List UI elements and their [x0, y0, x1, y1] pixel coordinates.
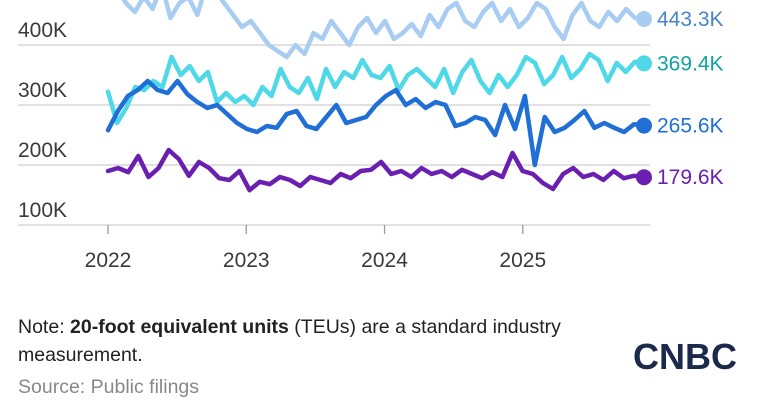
- source-line: Source: Public filings: [18, 376, 200, 398]
- series-blue-end-dot: [636, 117, 652, 134]
- x-axis-ticks: 2022 2023 2024 2025: [85, 225, 546, 272]
- series-cyan-end-label: 369.4K: [657, 52, 724, 75]
- y-tick-label: 400K: [18, 19, 67, 42]
- x-tick-label: 2022: [85, 249, 132, 272]
- series-purple-line: [105, 147, 647, 193]
- cnbc-logo: CNBC: [633, 336, 737, 376]
- series-cyan-end-dot: [636, 55, 652, 72]
- series-purple-end-dot: [636, 169, 652, 186]
- note-prefix: Note:: [18, 316, 71, 338]
- series-light-blue-end-label: 443.3K: [657, 8, 724, 31]
- series-blue-line: [105, 78, 647, 168]
- line-chart: 100K 200K 300K 400K 2022 2023 2024 2025 443.3K…: [18, 0, 724, 272]
- chart-note: Note: 20-foot equivalent units (TEUs) ar…: [18, 313, 618, 369]
- x-tick-label: 2025: [499, 249, 546, 272]
- x-tick-label: 2023: [223, 249, 270, 272]
- series-lines: [105, 0, 647, 193]
- y-tick-label: 300K: [18, 79, 67, 102]
- y-tick-label: 200K: [18, 139, 67, 162]
- series-light-blue-line: [121, 0, 647, 60]
- y-tick-label: 100K: [18, 199, 67, 222]
- series-blue-end-label: 265.6K: [657, 115, 724, 138]
- series-light-blue-end-dot: [636, 11, 652, 28]
- note-bold-term: 20-foot equivalent units: [70, 316, 289, 338]
- note-rest: (TEUs) are a standard industry measureme…: [18, 316, 561, 366]
- cnbc-logo-text: CNBC: [633, 336, 737, 376]
- y-axis-ticks: 100K 200K 300K 400K: [18, 19, 67, 222]
- series-end-markers: 443.3K 369.4K 265.6K 179.6K: [636, 8, 724, 189]
- series-purple-end-label: 179.6K: [657, 166, 724, 189]
- series-cyan-line: [105, 51, 647, 126]
- x-tick-label: 2024: [361, 249, 408, 272]
